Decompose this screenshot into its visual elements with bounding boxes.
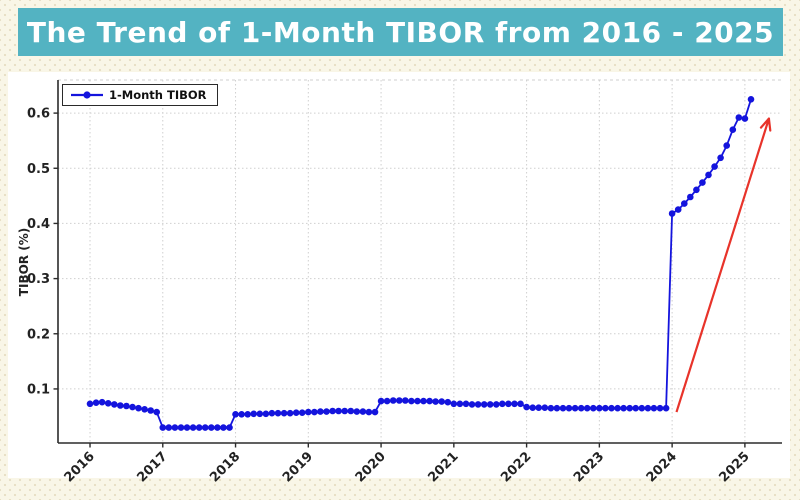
y-tick-label-0.6: 0.6 (27, 107, 50, 122)
y-axis-label: TIBOR (%) (17, 227, 31, 297)
x-tick-label-2020: 2020 (353, 449, 389, 485)
page-title: The Trend of 1-Month TIBOR from 2016 - 2… (26, 15, 775, 49)
y-tick-label-0.5: 0.5 (27, 162, 50, 177)
x-tick-label-2025: 2025 (717, 449, 753, 485)
y-tick-label-0.3: 0.3 (27, 272, 50, 287)
x-tick-label-2016: 2016 (62, 449, 98, 485)
y-tick-labels: 0.1 0.2 0.3 0.4 0.5 0.6 (27, 107, 50, 398)
x-tick-label-2019: 2019 (280, 449, 316, 485)
x-tick-label-2024: 2024 (644, 449, 680, 485)
x-tick-labels: 2016 2017 2018 2019 2020 2021 2022 2023 2024 2025 (62, 449, 753, 485)
x-tick-label-2017: 2017 (134, 449, 170, 485)
y-tick-label-0.4: 0.4 (27, 217, 50, 232)
series-line (89, 99, 752, 429)
legend-line-marker-icon (71, 91, 103, 99)
title-banner: The Trend of 1-Month TIBOR from 2016 - 2… (18, 8, 783, 56)
y-tick-label-0.1: 0.1 (27, 382, 50, 397)
axes (53, 80, 782, 448)
x-tick-label-2021: 2021 (425, 449, 461, 485)
y-tick-label-0.2: 0.2 (27, 327, 50, 342)
trend-arrow (675, 117, 772, 413)
chart-legend: 1-Month TIBOR (62, 84, 218, 106)
gridlines (58, 79, 782, 443)
x-tick-label-2023: 2023 (571, 449, 607, 485)
x-tick-label-2022: 2022 (498, 449, 534, 485)
legend-label: 1-Month TIBOR (109, 88, 207, 102)
series-markers (86, 96, 755, 431)
x-tick-label-2018: 2018 (207, 449, 243, 485)
